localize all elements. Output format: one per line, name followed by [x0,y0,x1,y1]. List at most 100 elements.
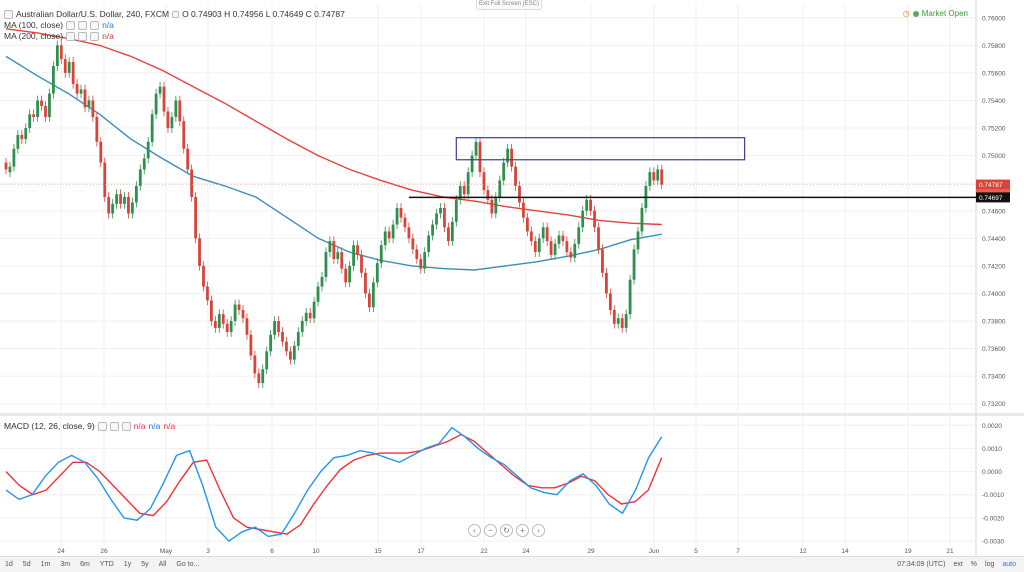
candle-body [63,59,67,73]
collapse-icon[interactable] [4,9,13,19]
candle-body [91,100,95,118]
candle-body [206,286,209,301]
range-1y[interactable]: 1y [123,561,132,568]
candle-body [336,252,340,259]
eye-icon[interactable] [66,20,76,30]
price-tick-label: 0.75400 [982,98,1006,105]
candle-body [375,263,379,283]
price-tick-label: 0.74400 [982,236,1006,243]
range-ytd[interactable]: YTD [99,561,114,568]
candle-body [4,162,8,170]
range-1d[interactable]: 1d [5,561,13,568]
time-tick-label: 19 [904,548,912,555]
candle-body [340,252,344,269]
candle-body [40,100,43,106]
candle-body [241,310,245,319]
candle-body [557,235,561,244]
ma200-label: MA (200, close) [4,31,64,41]
candle-body [210,300,213,322]
settings-icon[interactable] [172,10,180,18]
candle-body [423,252,427,269]
candle-body [150,114,154,142]
candle-body [348,265,352,283]
candle-body [502,162,506,181]
price-axis: 0.76000 0.75800 0.75600 0.75400 0.75200 0.750… [982,15,1006,408]
zoom-out-icon[interactable]: − [484,524,497,537]
candle-body [304,312,308,322]
reset-icon[interactable]: ↻ [500,524,513,537]
candle-body [198,238,201,266]
price-tick-label: 0.75800 [982,43,1006,50]
range-6m[interactable]: 6m [80,561,90,568]
candle-body [202,265,205,287]
settings-icon[interactable] [78,20,88,30]
candle-body [391,224,395,239]
price-tick-label: 0.76000 [982,15,1006,22]
candle-body [178,100,182,122]
close-icon[interactable] [121,421,131,431]
candle-body [458,185,462,200]
range-3m[interactable]: 3m [60,561,71,568]
auto-toggle[interactable]: auto [1002,561,1016,568]
candle-body [170,117,174,129]
candle-body [123,196,126,204]
candle-body [312,301,316,319]
settings-icon[interactable] [78,31,88,41]
candle-body [652,172,656,181]
time-tick-label: May [160,548,173,555]
candle-body [320,276,324,287]
last-price-tag-bg [976,179,1010,190]
macd-tick-label: 0.0000 [982,469,1002,476]
price-tick-label: 0.73600 [982,346,1006,353]
time-tick-label: 17 [417,548,425,555]
candle-body [20,134,24,140]
range-all[interactable]: All [158,561,167,568]
scroll-right-icon[interactable]: › [532,524,545,537]
candle-body [75,83,79,94]
ext-toggle[interactable]: ext [953,561,963,568]
candle-body [466,172,470,195]
candle-body [8,166,12,173]
price-chart[interactable]: 0.76000 0.75800 0.75600 0.75400 0.75200 0.750… [0,0,1024,556]
close-icon[interactable] [90,31,100,41]
range-5d[interactable]: 5d [22,561,31,568]
candle-body [217,314,221,328]
exit-fullscreen-button[interactable]: Exit Full Screen (ESC) [476,0,542,10]
macd-label: MACD (12, 26, close, 9) [4,421,95,431]
candle-body [605,272,608,294]
candle-body [277,321,280,333]
candle-body [632,249,636,280]
macd-value-2: n/a [148,421,161,431]
candle-body [273,321,276,335]
candle-body [28,114,32,129]
goto-button[interactable]: Go to... [176,561,200,568]
time-tick-label: 6 [270,548,274,555]
percent-toggle[interactable]: % [970,561,978,568]
candle-body [316,286,320,302]
candle-body [134,185,138,203]
eye-icon[interactable] [66,31,76,41]
candle-body [522,202,525,218]
candle-body [79,89,83,94]
price-tick-label: 0.74600 [982,208,1006,215]
candle-body [300,321,304,333]
settings-icon[interactable] [109,421,119,431]
candle-body [292,345,296,360]
zoom-in-icon[interactable]: + [516,524,529,537]
range-1m[interactable]: 1m [40,561,51,568]
macd-legend: MACD (12, 26, close, 9) n/a n/a n/a [4,421,175,431]
candle-body [225,323,229,333]
eye-icon[interactable] [97,421,107,431]
range-5y[interactable]: 5y [141,561,149,568]
scroll-left-icon[interactable]: ‹ [468,524,481,537]
line-price-tag-bg [976,192,1010,203]
candle-body [356,245,359,255]
candle-body [616,318,620,324]
candle-body [589,199,592,211]
time-axis: 24 26 May 3 6 10 15 17 22 24 29 Jun 5 7 12 14 19 21 [57,548,954,555]
close-icon[interactable] [90,20,100,30]
candle-body [119,194,122,204]
candle-body [399,208,403,218]
log-toggle[interactable]: log [985,561,995,568]
